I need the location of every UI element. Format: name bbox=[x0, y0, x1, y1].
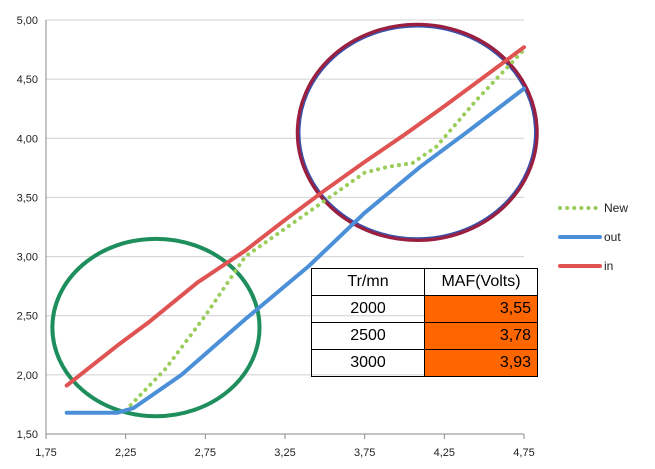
table-cell-maf: 3,55 bbox=[424, 295, 538, 323]
y-tick-label: 4,00 bbox=[17, 133, 38, 145]
x-tick-label: 3,25 bbox=[274, 447, 295, 459]
series-line-new bbox=[123, 47, 526, 413]
gridlines bbox=[46, 19, 524, 435]
y-tick-label: 3,00 bbox=[17, 252, 38, 264]
y-tick-label: 4,50 bbox=[17, 74, 38, 86]
x-tick-label: 1,75 bbox=[35, 447, 56, 459]
table-row: 3000 3,93 bbox=[311, 349, 538, 377]
y-tick-label: 2,50 bbox=[17, 311, 38, 323]
axes: 1,50 2,00 2,50 3,00 3,50 4,00 4,50 5,00 1,75 2,25… bbox=[17, 15, 535, 459]
x-tick-label: 4,75 bbox=[513, 447, 534, 459]
y-tick-label: 1,50 bbox=[17, 429, 38, 441]
series-line-out bbox=[64, 86, 526, 415]
highlight-circle-1 bbox=[50, 236, 262, 419]
table-row: 2500 3,78 bbox=[311, 322, 538, 350]
table-cell-maf: 3,78 bbox=[424, 322, 538, 350]
table-header-maf: MAF(Volts) bbox=[424, 268, 538, 296]
legend: New out in bbox=[558, 201, 628, 273]
table-header-row: Tr/mn MAF(Volts) bbox=[311, 268, 538, 296]
table-cell-rpm: 2000 bbox=[311, 295, 425, 323]
x-tick-label: 4,25 bbox=[434, 447, 455, 459]
y-tick-label: 5,00 bbox=[17, 15, 38, 27]
series-line-in bbox=[64, 45, 526, 388]
y-tick-label: 3,50 bbox=[17, 192, 38, 204]
table-cell-rpm: 3000 bbox=[311, 349, 425, 377]
series-lines bbox=[64, 45, 526, 415]
table-row: 2000 3,55 bbox=[311, 295, 538, 323]
table-header-rpm: Tr/mn bbox=[311, 268, 425, 296]
highlight-circles bbox=[50, 22, 539, 419]
highlight-circle-inner-ring bbox=[298, 25, 536, 239]
x-tick-label: 3,75 bbox=[354, 447, 375, 459]
legend-label-new: New bbox=[604, 201, 628, 215]
x-tick-label: 2,75 bbox=[195, 447, 216, 459]
maf-table: Tr/mn MAF(Volts) 2000 3,55 2500 3,78 300… bbox=[311, 268, 538, 377]
y-tick-label: 2,00 bbox=[17, 370, 38, 382]
legend-label-out: out bbox=[604, 230, 621, 244]
highlight-circle-2 bbox=[295, 22, 539, 243]
table-cell-rpm: 2500 bbox=[311, 322, 425, 350]
x-tick-label: 2,25 bbox=[115, 447, 136, 459]
table-cell-maf: 3,93 bbox=[424, 349, 538, 377]
legend-label-in: in bbox=[604, 259, 613, 273]
